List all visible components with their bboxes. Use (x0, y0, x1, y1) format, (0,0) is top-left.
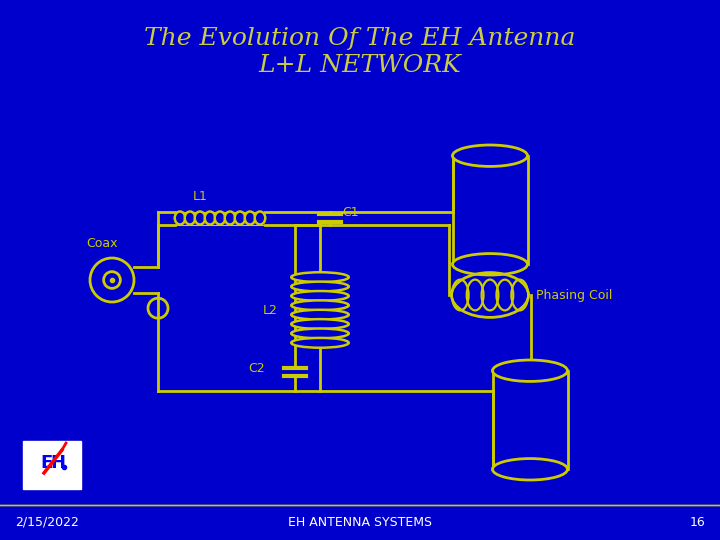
Text: L1: L1 (192, 191, 207, 204)
Ellipse shape (292, 282, 348, 292)
Text: H: H (50, 454, 66, 472)
Ellipse shape (255, 212, 265, 225)
Text: Coax: Coax (86, 237, 118, 250)
Text: L2: L2 (263, 303, 278, 316)
Ellipse shape (185, 212, 195, 225)
Ellipse shape (225, 212, 235, 225)
Text: C1: C1 (342, 206, 359, 219)
Text: L+L NETWORK: L+L NETWORK (258, 53, 462, 77)
Ellipse shape (245, 212, 256, 225)
Ellipse shape (452, 254, 528, 275)
Text: EH ANTENNA SYSTEMS: EH ANTENNA SYSTEMS (288, 516, 432, 529)
Text: 16: 16 (689, 516, 705, 529)
Text: E: E (40, 454, 52, 472)
Bar (492, 371, 567, 469)
Ellipse shape (292, 272, 348, 282)
Ellipse shape (292, 338, 348, 348)
Text: The Evolution Of The EH Antenna: The Evolution Of The EH Antenna (144, 26, 576, 50)
Ellipse shape (292, 291, 348, 301)
Ellipse shape (292, 300, 348, 310)
Ellipse shape (194, 212, 205, 225)
Ellipse shape (452, 145, 528, 166)
Ellipse shape (175, 212, 185, 225)
Ellipse shape (235, 212, 246, 225)
Bar (452, 156, 528, 264)
Ellipse shape (292, 328, 348, 339)
Text: 2/15/2022: 2/15/2022 (15, 516, 79, 529)
Ellipse shape (215, 212, 225, 225)
Ellipse shape (292, 310, 348, 320)
Text: Phasing Coil: Phasing Coil (536, 288, 612, 301)
Ellipse shape (492, 458, 567, 480)
Ellipse shape (492, 360, 567, 381)
Text: C2: C2 (248, 362, 265, 375)
Ellipse shape (292, 319, 348, 329)
Ellipse shape (204, 212, 215, 225)
Bar (23, 441, 81, 489)
